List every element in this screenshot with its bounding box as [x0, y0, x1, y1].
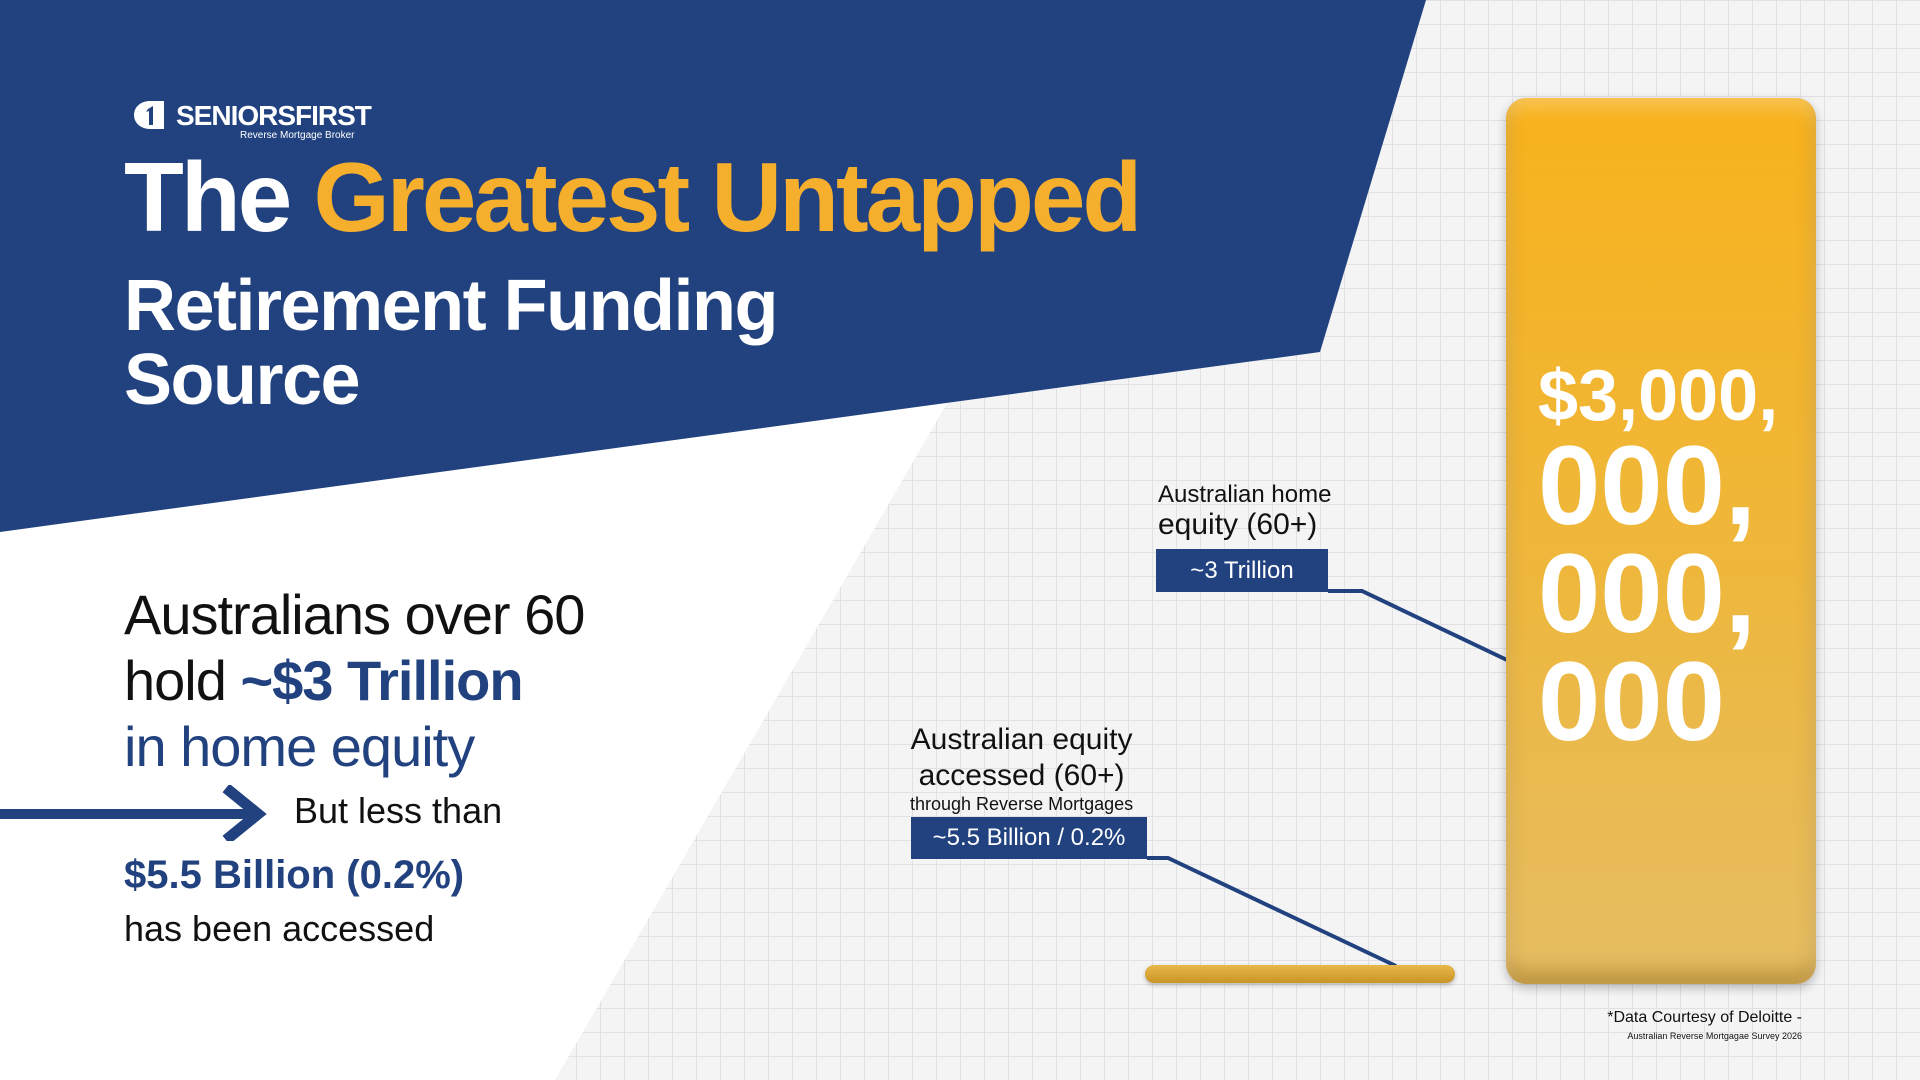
amount-line3: 000,	[1538, 531, 1756, 656]
statement-hold: hold	[124, 649, 227, 712]
amount-line1: $3,000,	[1538, 356, 1779, 436]
but-less-than-text: But less than	[294, 790, 503, 831]
accessed-equity-gold-bar	[1145, 965, 1455, 983]
accessed-amount: $5.5 Billion (0.2%)	[124, 853, 465, 897]
source-line2: Australian Reverse Mortgagae Survey 2026	[1627, 1031, 1802, 1041]
amount-line2: 000,	[1538, 423, 1756, 548]
brand-name: SENIORSFIRST	[176, 100, 372, 131]
accessed-label-line3: through Reverse Mortgages	[910, 794, 1134, 814]
home-equity-value-tag: ~3 Trillion	[1156, 549, 1328, 592]
accessed-value-tag: ~5.5 Billion / 0.2%	[911, 817, 1147, 859]
brand-tagline: Reverse Mortgage Broker	[240, 130, 355, 141]
headline-highlight: Greatest Untapped	[313, 142, 1142, 252]
statement-value: ~$3 Trillion	[240, 649, 523, 712]
accessed-equity-label: Australian equity accessed (60+) through…	[910, 722, 1133, 814]
headline-line1: The Greatest Untapped	[124, 148, 1142, 246]
statement-line3: in home equity	[124, 715, 475, 778]
home-leader-line	[1328, 589, 1508, 662]
accessed-leader-line	[1147, 856, 1397, 968]
arrow-right-icon	[0, 785, 267, 841]
data-source-note: *Data Courtesy of Deloitte - Australian …	[1607, 1009, 1802, 1041]
home-equity-amount: $3,000, 000, 000, 000	[1538, 356, 1779, 764]
main-statement: Australians over 60 hold ~$3 Trillion in…	[124, 582, 585, 780]
home-label-line1: Australian home	[1158, 481, 1332, 508]
home-equity-gold-bar	[1506, 98, 1816, 984]
home-equity-label: Australian home equity (60+)	[1158, 480, 1331, 540]
statement-line2: hold ~$3 Trillion	[124, 648, 584, 714]
home-label-line2: equity (60+)	[1158, 508, 1318, 541]
statement-line1: Australians over 60	[124, 583, 585, 646]
amount-line4: 000	[1538, 639, 1725, 764]
headline-word: The	[124, 142, 292, 252]
logo-mark-icon	[134, 101, 164, 129]
accessed-suffix: has been accessed	[124, 908, 435, 949]
accessed-label-line2: accessed (60+)	[918, 759, 1125, 792]
accessed-label-line1: Australian equity	[910, 723, 1133, 756]
source-line1: *Data Courtesy of Deloitte -	[1607, 1009, 1802, 1026]
headline-line2: Retirement Funding	[124, 266, 779, 346]
headline-line3: Source	[124, 340, 361, 420]
